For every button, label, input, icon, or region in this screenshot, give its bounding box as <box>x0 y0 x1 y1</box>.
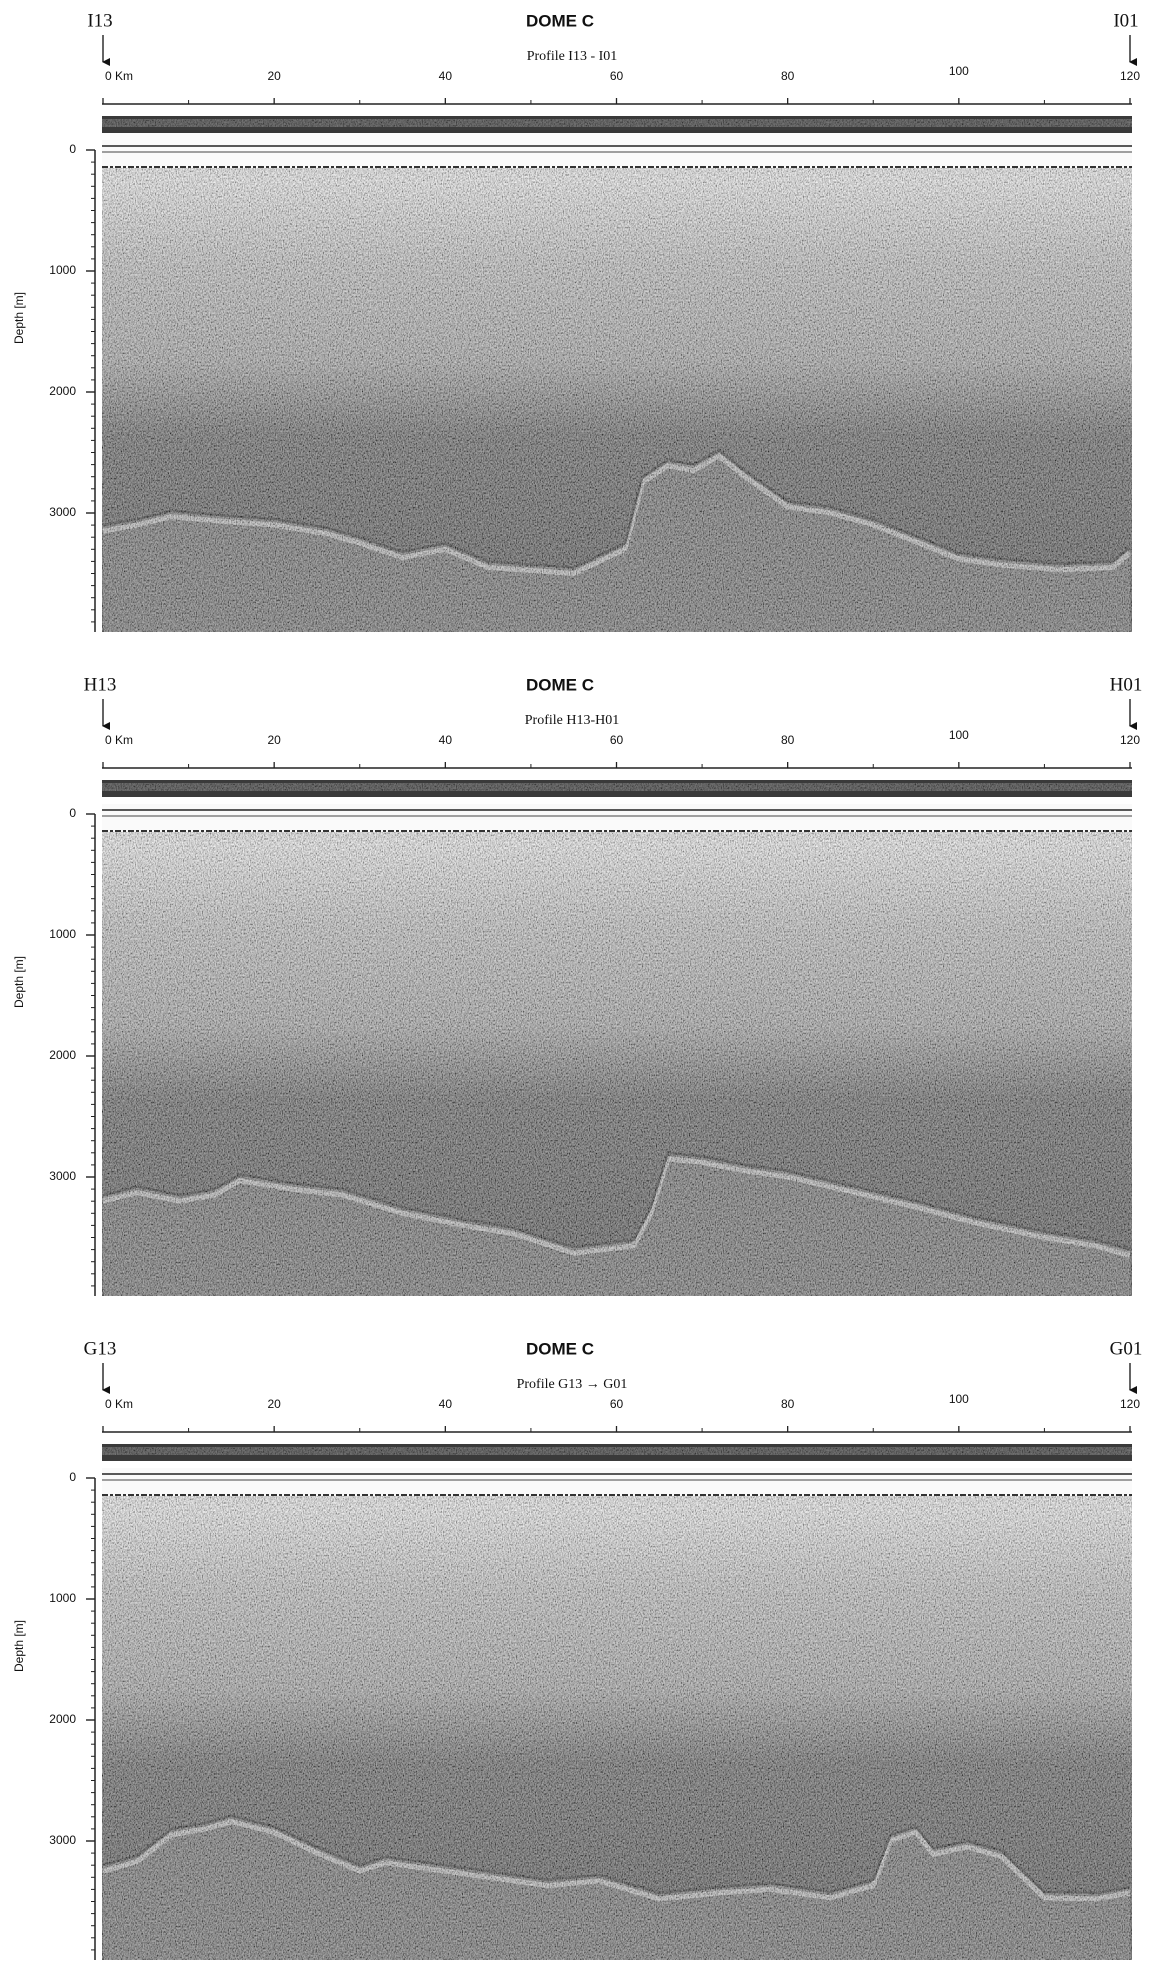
profile-panel: I13 DOME C Profile I13 - I01 I01 0 Km 20 40 60 8… <box>12 10 1140 632</box>
depth-axis-label: Depth [m] <box>12 292 26 344</box>
km-tick-label: 120 <box>1120 1397 1140 1411</box>
km-tick-label: 40 <box>439 733 453 747</box>
profile-subtitle: Profile I13 - I01 <box>527 49 618 64</box>
navigation-strip-grain <box>102 1447 1132 1455</box>
km-tick-label: 20 <box>267 733 281 747</box>
radargram-top <box>102 804 1132 832</box>
depth-axis-label: Depth [m] <box>12 1620 26 1672</box>
km-tick-label: 60 <box>610 1397 624 1411</box>
depth-axis-label: Depth [m] <box>12 956 26 1008</box>
end-label: G01 <box>1110 1338 1143 1359</box>
profile-panel: H13 DOME C Profile H13-H01 H01 0 Km 20 40 60 80 1… <box>12 674 1142 1296</box>
end-label: I01 <box>1113 10 1138 31</box>
km-tick-label: 100 <box>949 64 969 78</box>
km-tick-label: 120 <box>1120 69 1140 83</box>
depth-tick-label: 3000 <box>49 1833 76 1847</box>
depth-tick-label: 1000 <box>49 927 76 941</box>
depth-tick-label: 0 <box>69 806 76 820</box>
km-tick-label: 20 <box>267 1397 281 1411</box>
km-tick-label: 0 Km <box>105 69 133 83</box>
depth-tick-label: 2000 <box>49 1712 76 1726</box>
km-tick-label: 80 <box>781 69 795 83</box>
panel-title: DOME C <box>526 11 594 30</box>
depth-tick-label: 2000 <box>49 384 76 398</box>
start-label: G13 <box>84 1338 117 1359</box>
navigation-strip-grain <box>102 783 1132 791</box>
km-tick-label: 60 <box>610 69 624 83</box>
start-label: H13 <box>84 674 117 695</box>
profile-subtitle: Profile H13-H01 <box>525 713 620 728</box>
radargram-top <box>102 140 1132 168</box>
radargram-top <box>102 1468 1132 1496</box>
radargram-grain <box>102 140 1132 632</box>
km-tick-label: 80 <box>781 1397 795 1411</box>
depth-tick-label: 1000 <box>49 1591 76 1605</box>
panel-title: DOME C <box>526 1339 594 1358</box>
depth-tick-label: 2000 <box>49 1048 76 1062</box>
km-tick-label: 80 <box>781 733 795 747</box>
km-tick-label: 40 <box>439 69 453 83</box>
km-tick-label: 100 <box>949 728 969 742</box>
km-tick-label: 60 <box>610 733 624 747</box>
start-label: I13 <box>87 10 112 31</box>
panel-title: DOME C <box>526 675 594 694</box>
end-label: H01 <box>1110 674 1143 695</box>
profile-panel: G13 DOME C Profile G13 → G01 G01 0 Km 20 40 60 8… <box>12 1338 1142 1960</box>
km-tick-label: 120 <box>1120 733 1140 747</box>
depth-tick-label: 0 <box>69 142 76 156</box>
radargram-grain <box>102 804 1132 1296</box>
depth-tick-label: 0 <box>69 1470 76 1484</box>
profile-subtitle: Profile G13 → G01 <box>517 1377 628 1392</box>
km-tick-label: 40 <box>439 1397 453 1411</box>
depth-tick-label: 3000 <box>49 505 76 519</box>
km-tick-label: 20 <box>267 69 281 83</box>
km-tick-label: 0 Km <box>105 733 133 747</box>
km-tick-label: 0 Km <box>105 1397 133 1411</box>
km-tick-label: 100 <box>949 1392 969 1406</box>
radargram-grain <box>102 1468 1132 1960</box>
depth-tick-label: 3000 <box>49 1169 76 1183</box>
navigation-strip-grain <box>102 119 1132 127</box>
depth-tick-label: 1000 <box>49 263 76 277</box>
